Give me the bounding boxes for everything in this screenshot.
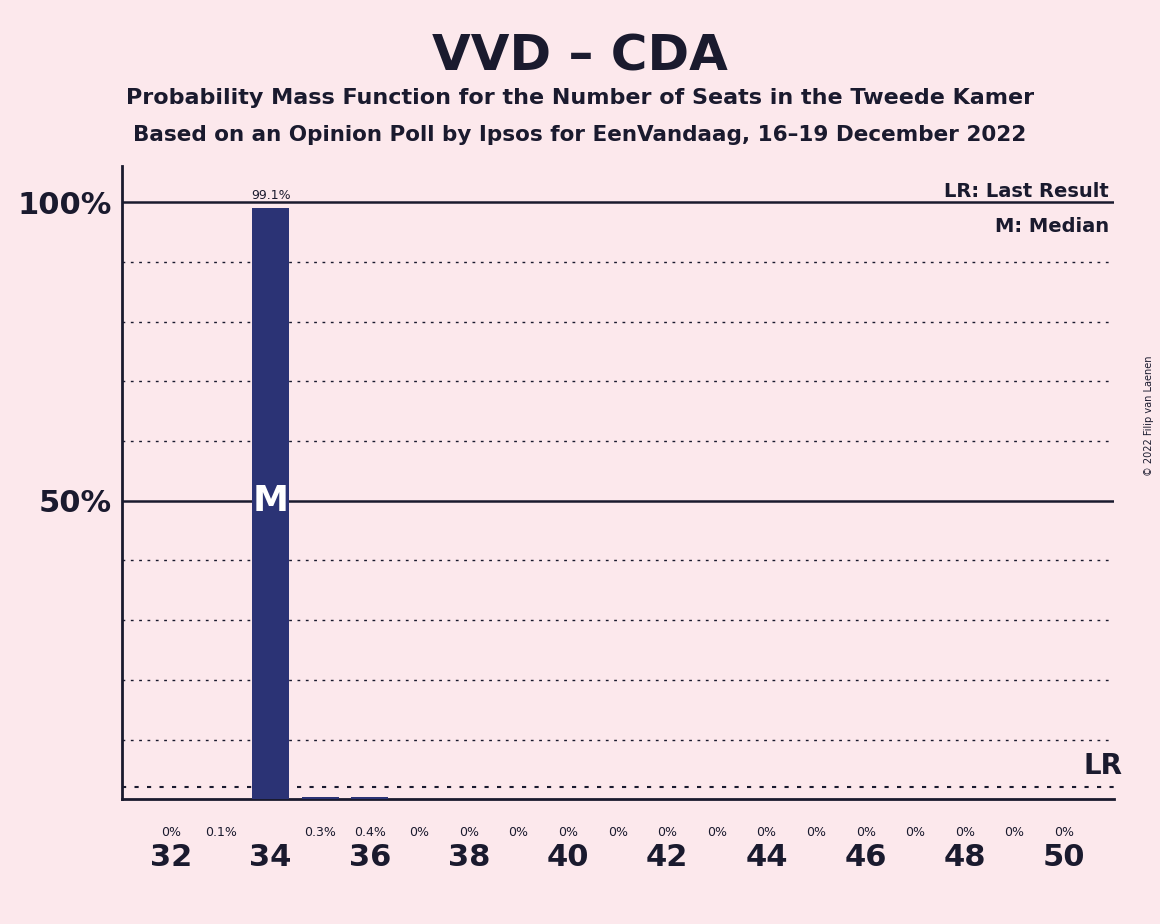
Text: VVD – CDA: VVD – CDA bbox=[432, 32, 728, 80]
Text: 0%: 0% bbox=[955, 826, 974, 839]
Text: 0%: 0% bbox=[608, 826, 628, 839]
Text: 0%: 0% bbox=[558, 826, 578, 839]
Bar bbox=[252, 208, 289, 799]
Text: 0.1%: 0.1% bbox=[205, 826, 237, 839]
Text: M: Median: M: Median bbox=[994, 217, 1109, 236]
Text: Probability Mass Function for the Number of Seats in the Tweede Kamer: Probability Mass Function for the Number… bbox=[126, 88, 1034, 108]
Text: LR: LR bbox=[1083, 752, 1123, 780]
Text: 0%: 0% bbox=[756, 826, 776, 839]
Text: 99.1%: 99.1% bbox=[251, 188, 290, 201]
Text: 0%: 0% bbox=[1005, 826, 1024, 839]
Text: 0%: 0% bbox=[856, 826, 876, 839]
Bar bbox=[351, 796, 389, 799]
Text: 0%: 0% bbox=[658, 826, 677, 839]
Text: 0%: 0% bbox=[706, 826, 727, 839]
Text: Based on an Opinion Poll by Ipsos for EenVandaag, 16–19 December 2022: Based on an Opinion Poll by Ipsos for Ee… bbox=[133, 125, 1027, 145]
Bar bbox=[302, 797, 339, 799]
Text: 0%: 0% bbox=[409, 826, 429, 839]
Text: 0%: 0% bbox=[459, 826, 479, 839]
Text: 0%: 0% bbox=[905, 826, 926, 839]
Text: 0%: 0% bbox=[1054, 826, 1074, 839]
Text: 0%: 0% bbox=[806, 826, 826, 839]
Text: © 2022 Filip van Laenen: © 2022 Filip van Laenen bbox=[1144, 356, 1154, 476]
Text: LR: Last Result: LR: Last Result bbox=[944, 182, 1109, 201]
Text: M: M bbox=[253, 483, 289, 517]
Text: 0.3%: 0.3% bbox=[304, 826, 336, 839]
Text: 0.4%: 0.4% bbox=[354, 826, 385, 839]
Text: 0%: 0% bbox=[508, 826, 529, 839]
Text: 0%: 0% bbox=[161, 826, 181, 839]
